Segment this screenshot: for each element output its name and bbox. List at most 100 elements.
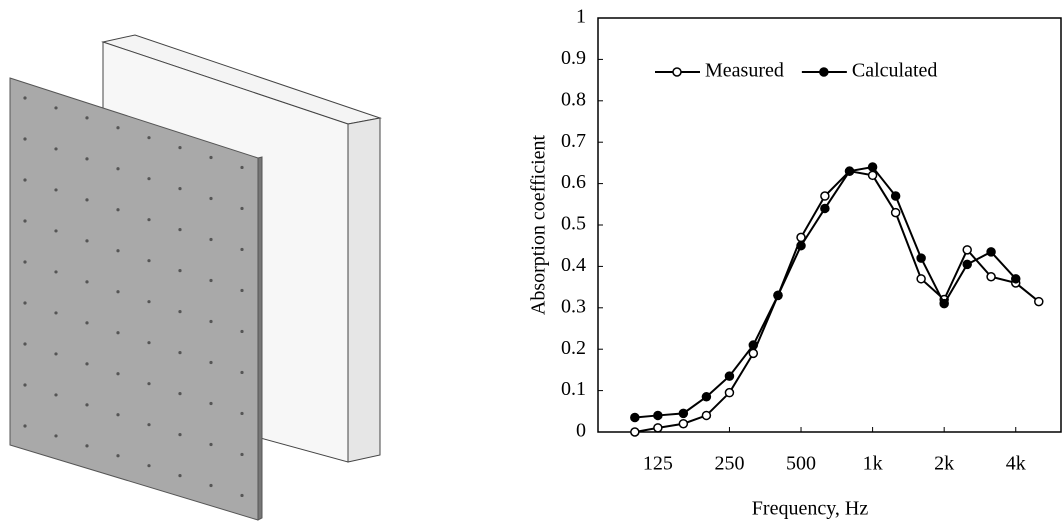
hole — [54, 311, 58, 315]
hole — [116, 454, 120, 458]
hole — [240, 452, 244, 457]
series-line — [634, 170, 1040, 433]
hole — [178, 351, 182, 355]
hole — [178, 392, 182, 396]
marker — [962, 259, 972, 270]
hole — [240, 370, 244, 375]
y-tick-label: 0.4 — [561, 254, 586, 276]
marker — [748, 348, 759, 359]
marker — [986, 272, 996, 282]
marker — [820, 203, 830, 214]
x-tick-label: 125 — [643, 453, 673, 475]
hole — [85, 444, 89, 448]
hole — [240, 165, 244, 170]
marker — [962, 245, 972, 255]
hole — [23, 342, 27, 346]
hole — [178, 310, 182, 314]
hole — [116, 249, 120, 253]
hole — [85, 198, 89, 202]
marker — [867, 170, 878, 181]
hole — [147, 136, 151, 140]
hole — [178, 474, 182, 478]
panel-illustration — [9, 34, 382, 521]
y-tick-label: 0.7 — [561, 130, 586, 152]
hole — [23, 301, 27, 305]
hole — [54, 270, 58, 274]
hole — [23, 137, 27, 141]
marker — [1034, 296, 1044, 307]
marker — [890, 207, 901, 218]
legend-label: Measured — [705, 60, 784, 82]
y-tick-label: 0 — [576, 420, 586, 442]
hole — [85, 116, 89, 120]
hole — [54, 106, 58, 110]
hole — [178, 228, 182, 232]
hole — [178, 146, 182, 150]
hole — [178, 269, 182, 273]
y-tick-label: 0.8 — [561, 88, 586, 110]
marker — [678, 418, 689, 429]
hole — [240, 288, 244, 293]
plot-frame — [597, 17, 1062, 433]
hole — [85, 321, 89, 325]
hole — [85, 280, 89, 284]
marker — [773, 290, 783, 301]
marker — [796, 240, 806, 251]
x-tick-label: 1k — [863, 453, 883, 475]
hole — [85, 239, 89, 243]
perforations — [23, 96, 244, 498]
y-tick-label: 0.5 — [561, 213, 586, 235]
hole — [209, 155, 213, 160]
hole — [116, 413, 120, 417]
hole — [23, 178, 27, 182]
marker — [890, 191, 901, 201]
hole — [209, 237, 213, 242]
hole — [209, 278, 213, 283]
legend-label: Calculated — [852, 60, 938, 82]
marker — [916, 253, 926, 263]
hole — [147, 218, 151, 222]
hole — [54, 434, 58, 438]
y-tick-label: 0.2 — [561, 337, 586, 359]
hole — [240, 329, 244, 334]
marker — [1010, 274, 1021, 284]
hole — [116, 208, 120, 212]
hole — [147, 341, 151, 345]
y-tick-label: 0.3 — [561, 295, 586, 317]
marker — [630, 412, 640, 423]
hole — [23, 424, 27, 428]
slab-side — [347, 117, 381, 463]
marker — [653, 410, 663, 421]
hole — [85, 157, 89, 161]
marker — [844, 166, 855, 176]
hole — [116, 126, 120, 130]
hole — [209, 196, 213, 201]
hole — [23, 260, 27, 264]
hole — [147, 464, 151, 468]
marker — [701, 410, 712, 421]
marker — [748, 340, 759, 350]
plate-edge — [257, 156, 263, 521]
hole — [54, 188, 58, 192]
y-axis-label: Absorption coefficient — [528, 134, 550, 315]
x-tick-label: 500 — [786, 453, 816, 475]
hole — [209, 360, 213, 365]
marker — [724, 387, 735, 398]
hole — [240, 493, 244, 498]
legend-marker — [672, 67, 682, 77]
hole — [147, 177, 151, 181]
y-tick-label: 1 — [576, 6, 586, 28]
hole — [240, 247, 244, 252]
marker — [630, 427, 640, 437]
hole — [147, 382, 151, 386]
y-tick-label: 0.1 — [561, 378, 586, 400]
marker — [986, 247, 996, 257]
hole — [23, 383, 27, 387]
hole — [209, 401, 213, 406]
hole — [23, 96, 27, 100]
hole — [54, 229, 58, 233]
marker — [678, 408, 689, 419]
hole — [54, 147, 58, 151]
x-tick-label: 4k — [1006, 453, 1026, 475]
